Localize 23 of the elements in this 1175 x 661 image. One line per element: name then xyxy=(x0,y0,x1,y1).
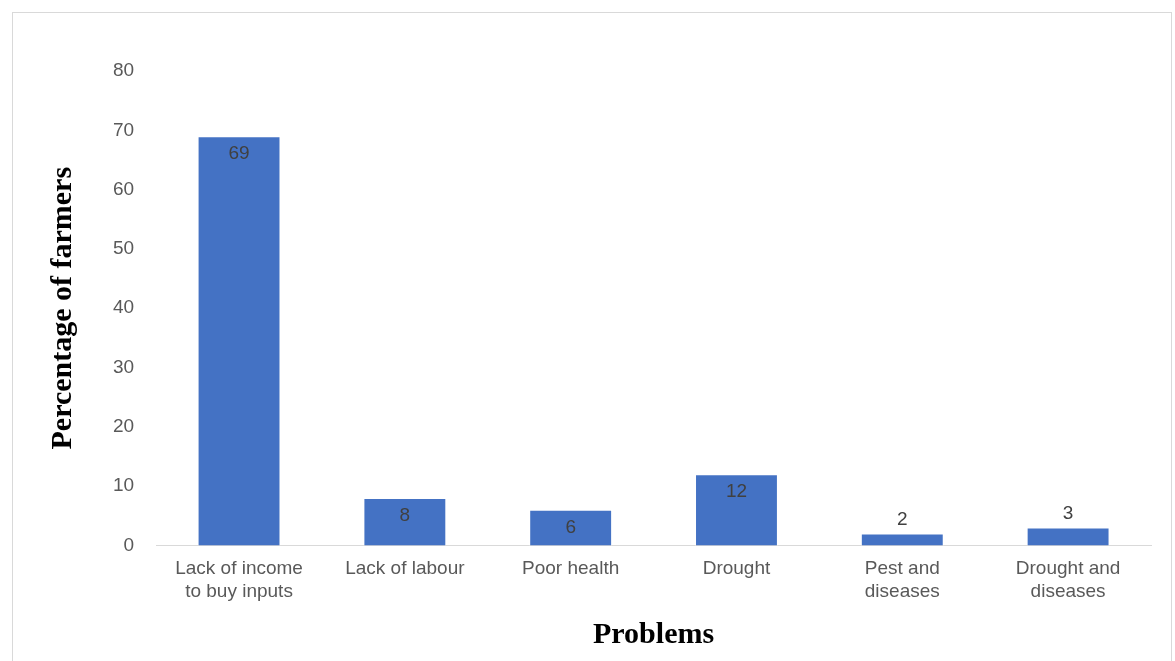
x-tick-label: Drought and diseases xyxy=(1015,557,1121,601)
y-tick-label: 60 xyxy=(112,177,135,199)
data-label: 69 xyxy=(228,141,250,163)
data-label: 12 xyxy=(725,479,748,501)
x-tick-label: Lack of income to buy inputs xyxy=(175,557,303,601)
y-tick-label: 0 xyxy=(123,533,135,555)
y-tick-label: 80 xyxy=(112,59,135,81)
data-label: 2 xyxy=(896,508,908,530)
x-tick-label: Poor health xyxy=(522,557,620,579)
y-tick-label: 30 xyxy=(112,355,135,377)
y-tick-label: 50 xyxy=(112,237,135,259)
data-label: 8 xyxy=(399,503,411,525)
y-axis-title: Percentage of farmers xyxy=(43,166,77,450)
y-tick-label: 20 xyxy=(112,415,135,437)
y-tick-label: 10 xyxy=(112,474,135,496)
y-tick-label: 40 xyxy=(112,296,135,318)
x-axis-title: Problems xyxy=(593,615,715,649)
data-label: 6 xyxy=(565,515,576,537)
x-tick-label: Pest and diseases xyxy=(864,557,940,601)
x-tick-label: Lack of labour xyxy=(345,557,466,579)
x-tick-label: Drought xyxy=(702,557,771,579)
y-tick-label: 70 xyxy=(112,118,135,140)
data-label: 3 xyxy=(1062,502,1074,524)
